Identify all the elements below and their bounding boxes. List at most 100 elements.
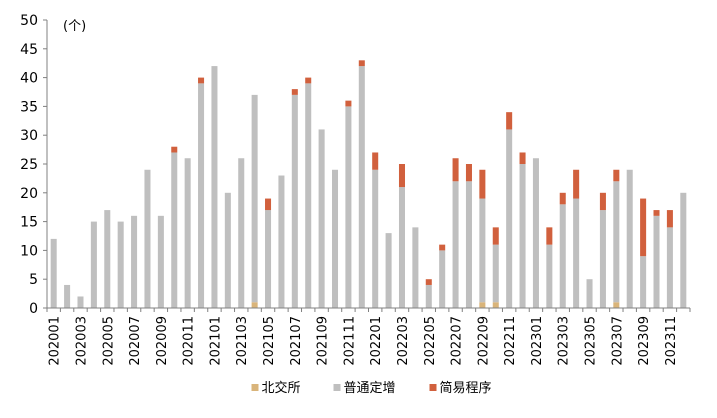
bar-segment — [546, 244, 553, 308]
bar-segment — [198, 83, 205, 308]
bar-segment — [238, 158, 245, 308]
x-tick-label: 202209 — [476, 316, 491, 366]
bar-segment — [385, 233, 392, 308]
y-tick-label: 20 — [20, 186, 38, 202]
y-tick-label: 10 — [20, 243, 38, 259]
bar-segment — [506, 112, 513, 130]
bar-segment — [613, 169, 620, 182]
bar-segment — [171, 146, 178, 153]
bar-segment — [640, 256, 647, 308]
x-tick-label: 202201 — [369, 316, 384, 366]
bar-segment — [506, 129, 513, 308]
bar-segment — [318, 129, 325, 308]
y-tick-label: 35 — [20, 99, 38, 115]
bar-segment — [479, 302, 486, 308]
bar-segment — [291, 89, 298, 95]
bar-segment — [358, 60, 365, 67]
bar-segment — [144, 169, 151, 308]
bar-segment — [64, 284, 71, 308]
bar-segment — [532, 158, 539, 308]
y-tick-label: 30 — [20, 128, 38, 144]
x-tick-label: 202103 — [235, 316, 250, 366]
x-tick-label: 202305 — [584, 316, 599, 366]
y-axis: 0 5 10 15 20 25 30 35 40 45 50 — [20, 13, 48, 317]
legend-label: 简易程序 — [440, 380, 492, 396]
bar-segment — [599, 210, 606, 308]
x-tick-label: 202307 — [610, 316, 625, 366]
x-tick-label: 202301 — [530, 316, 545, 366]
bar-segment — [573, 198, 580, 308]
x-tick-label: 202107 — [289, 316, 304, 366]
y-tick-label: 45 — [20, 42, 38, 58]
bar-segment — [291, 94, 298, 308]
x-tick-label: 202003 — [74, 316, 89, 366]
bar-segment — [640, 198, 647, 257]
bar-segment — [439, 244, 446, 251]
bar-segment — [626, 169, 633, 308]
x-tick-label: 202311 — [664, 316, 679, 366]
bar-segment — [599, 192, 606, 211]
bar-segment — [492, 244, 499, 303]
legend-swatch — [429, 384, 437, 391]
bar-segment — [372, 152, 379, 170]
bar-segment — [157, 215, 164, 308]
bar-segment — [251, 302, 258, 308]
bar-segment — [77, 296, 84, 308]
bar-segment — [519, 152, 526, 164]
x-tick-label: 202007 — [128, 316, 143, 366]
bar-segment — [546, 227, 553, 245]
bar-segment — [305, 83, 312, 308]
legend-swatch — [333, 384, 341, 391]
x-tick-label: 202303 — [557, 316, 572, 366]
bar-segment — [439, 250, 446, 308]
y-tick-label: 0 — [29, 301, 38, 317]
bar-segment — [452, 181, 459, 308]
bar-segment — [90, 221, 97, 308]
bar-segment — [559, 192, 566, 205]
x-axis: 202001 202003 202005 202007 202009 202011 2021… — [46, 307, 691, 366]
bar-segment — [184, 158, 191, 308]
bar-segment — [586, 279, 593, 308]
bar-segment — [653, 210, 660, 216]
bar-segment — [265, 198, 272, 211]
bar-segment — [492, 227, 499, 245]
bar-segment — [331, 169, 339, 308]
bars — [50, 60, 687, 309]
bar-segment — [131, 215, 138, 308]
x-tick-label: 202011 — [182, 316, 197, 366]
bar-segment — [573, 169, 580, 199]
x-tick-label: 202001 — [48, 316, 63, 366]
bar-segment — [117, 221, 124, 308]
bar-segment — [211, 66, 218, 308]
bar-segment — [224, 192, 231, 308]
x-tick-label: 202309 — [637, 316, 652, 366]
bar-segment — [425, 279, 432, 285]
bar-segment — [398, 187, 406, 308]
bar-segment — [492, 302, 499, 308]
bar-segment — [479, 198, 486, 303]
y-tick-label: 40 — [20, 71, 38, 87]
legend-label: 北交所 — [262, 380, 301, 396]
bar-segment — [372, 169, 379, 308]
legend-swatch — [251, 384, 259, 391]
unit-label: (个) — [63, 19, 86, 34]
bar-segment — [398, 164, 406, 188]
bar-segment — [680, 192, 687, 308]
bar-segment — [452, 158, 459, 182]
bar-segment — [613, 302, 620, 308]
x-tick-label: 202207 — [450, 316, 465, 366]
bar-segment — [265, 210, 272, 308]
bar-segment — [465, 164, 472, 182]
y-tick-label: 15 — [20, 215, 38, 231]
bar-segment — [198, 77, 205, 84]
bar-segment — [479, 169, 486, 199]
bar-segment — [50, 238, 57, 308]
bar-segment — [358, 66, 365, 308]
bar-segment — [666, 210, 673, 228]
x-tick-label: 202005 — [101, 316, 116, 366]
y-tick-label: 5 — [29, 272, 38, 288]
legend: 北交所 普通定增 简易程序 — [251, 380, 492, 396]
bar-segment — [345, 106, 352, 309]
bar-segment — [412, 227, 419, 308]
